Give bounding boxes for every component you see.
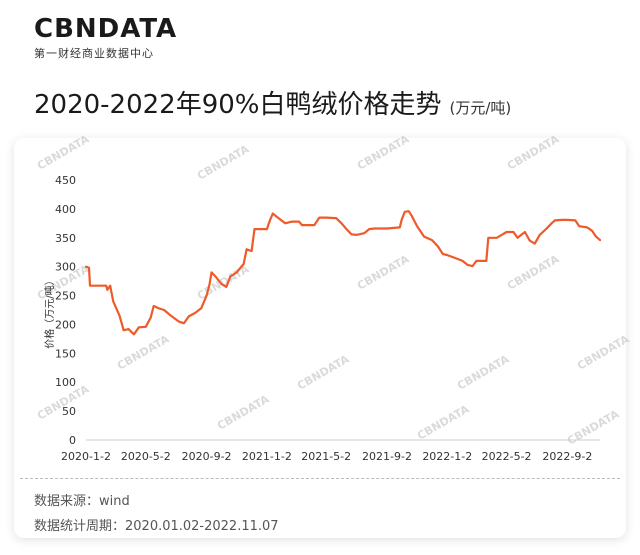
y-axis-label: 价格（万元/吨） [43,275,56,348]
x-tick-label: 2022-9-2 [542,450,592,463]
y-tick-label: 150 [55,347,76,360]
logo-wordmark: CBNDATA [34,14,178,44]
y-tick-label: 100 [55,376,76,389]
watermark-text: CBNDATA [505,252,562,292]
chart-panel [14,138,626,538]
watermark-text: CBNDATA [195,262,252,302]
data-period: 数据统计周期：2020.01.02-2022.11.07 [34,519,279,534]
watermark-text: CBNDATA [575,332,632,372]
x-tick-label: 2022-1-2 [422,450,472,463]
x-tick-label: 2020-1-2 [61,450,111,463]
watermark-layer: CBNDATA CBNDATA CBNDATA CBNDATA CBNDATA CBNDA… [35,132,632,447]
watermark-text: CBNDATA [565,407,622,447]
watermark-text: CBNDATA [295,352,352,392]
x-tick-label: 2021-5-2 [301,450,351,463]
logo-subtitle: 第一财经商业数据中心 [34,47,154,60]
price-line [84,210,602,336]
chart-title: 2020-2022年90%白鸭绒价格走势 [34,90,442,120]
x-tick-label: 2022-5-2 [482,450,532,463]
chart-heading: 2020-2022年90%白鸭绒价格走势 (万元/吨) [34,84,511,121]
watermark-text: CBNDATA [115,332,172,372]
watermark-text: CBNDATA [355,252,412,292]
brand-logo: CBNDATA 第一财经商业数据中心 [34,14,177,61]
x-tick-label: 2021-9-2 [362,450,412,463]
x-tick-label: 2020-5-2 [121,450,171,463]
series-layer [84,210,602,336]
x-tick-label: 2021-1-2 [242,450,292,463]
watermark-text: CBNDATA [195,142,252,182]
watermark-text: CBNDATA [35,132,92,172]
footer-divider [20,478,620,479]
chart-unit: (万元/吨) [449,99,512,117]
watermark-text: CBNDATA [355,132,412,172]
y-tick-label: 50 [62,405,76,418]
y-tick-label: 250 [55,290,76,303]
watermark-text: CBNDATA [215,392,272,432]
watermark-text: CBNDATA [415,402,472,442]
data-source: 数据来源：wind [34,494,130,509]
watermark-text: CBNDATA [455,352,512,392]
watermark-text: CBNDATA [505,132,562,172]
y-tick-label: 200 [55,318,76,331]
x-tick-label: 2020-9-2 [182,450,232,463]
y-tick-label: 450 [55,174,76,187]
y-axis: 0 50 100 150 200 250 300 350 400 450 [55,174,76,447]
x-axis: 2020-1-2 2020-5-2 2020-9-2 2021-1-2 2021-5-2… [61,439,600,463]
y-tick-label: 350 [55,232,76,245]
y-tick-label: 400 [55,203,76,216]
y-tick-label: 0 [69,434,76,447]
y-tick-label: 300 [55,261,76,274]
